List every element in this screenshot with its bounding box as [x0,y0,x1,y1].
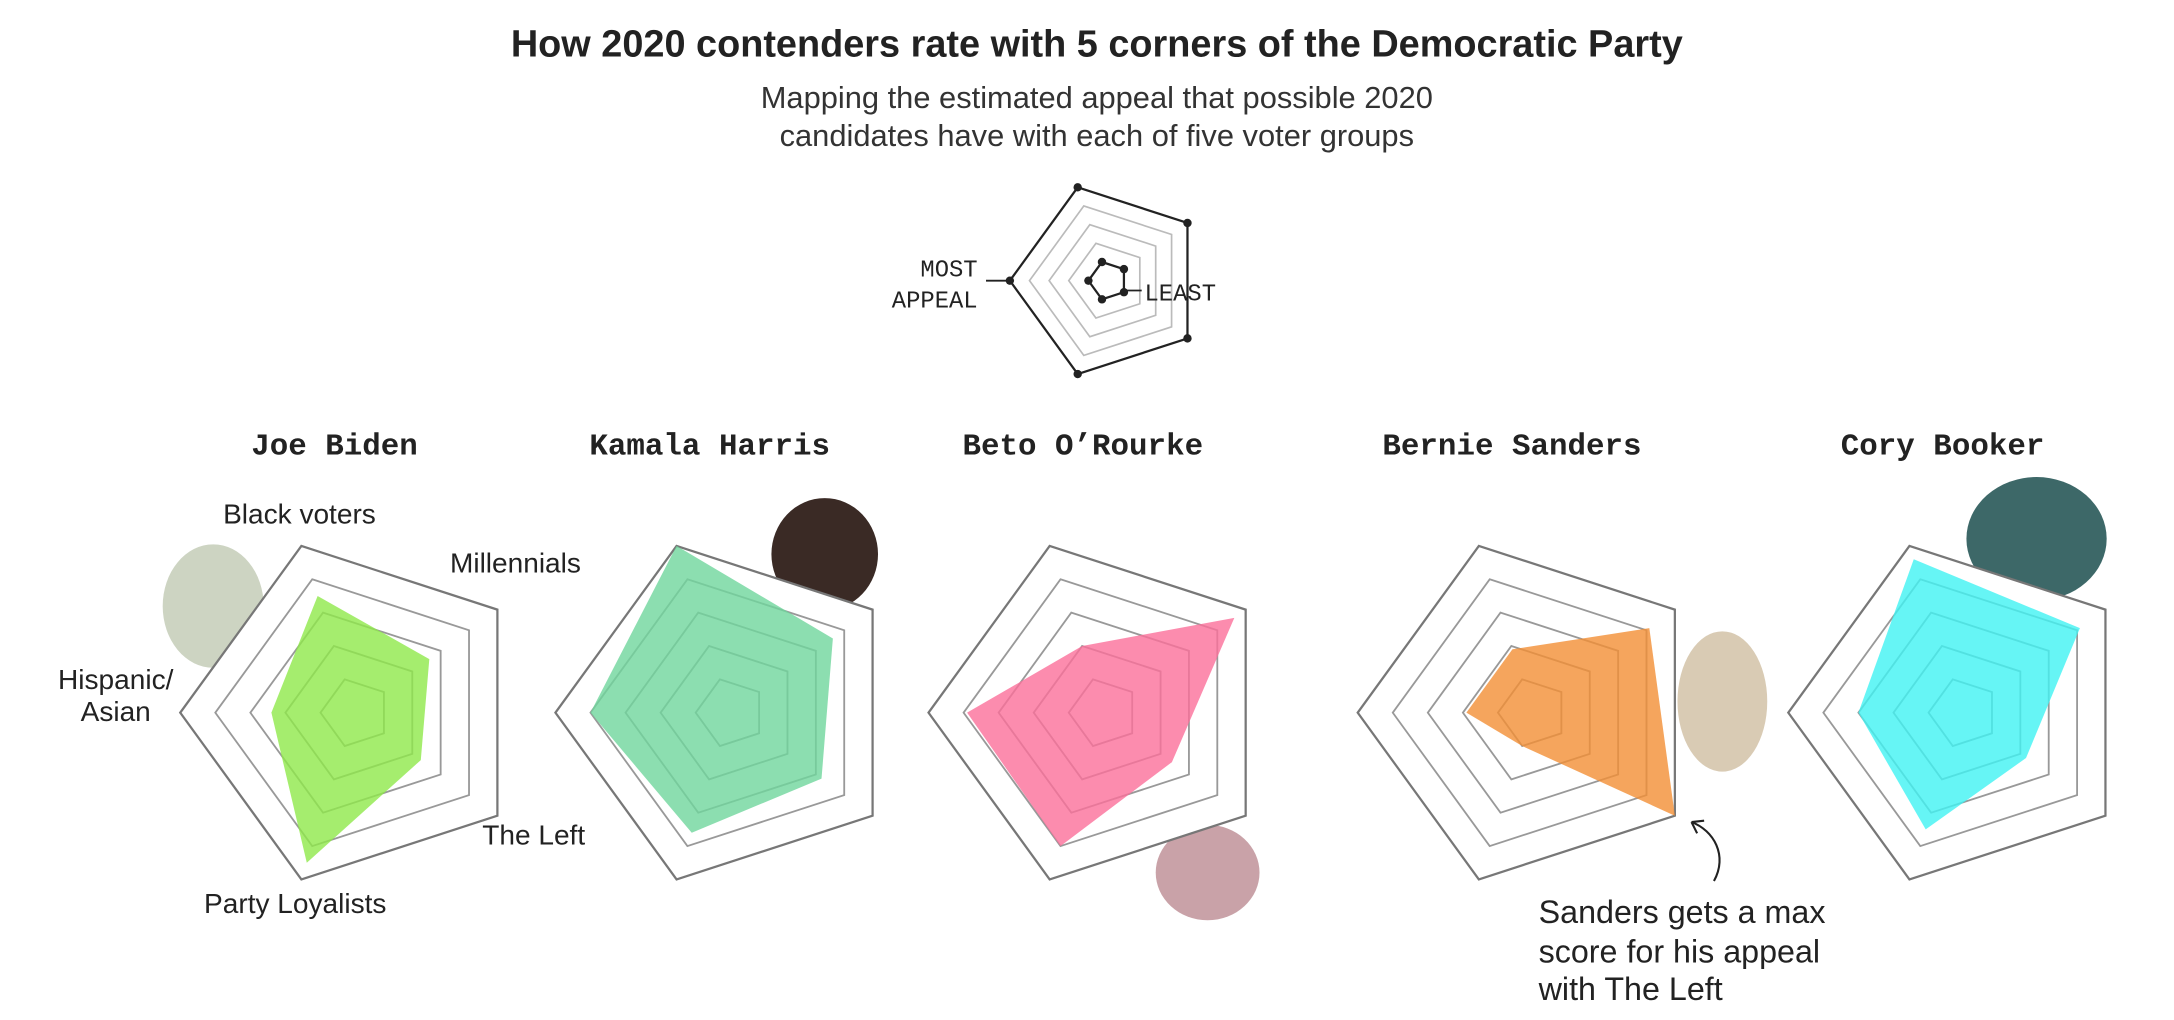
photo [1677,631,1768,772]
radar-area [1466,628,1675,816]
radar-area [271,595,430,863]
chart-name: Kamala Harris [589,430,830,465]
chart-title: How 2020 contenders rate with 5 corners … [511,23,1683,65]
radar-area [967,617,1235,847]
annotation: with The Left [1538,971,1723,1007]
legend-dot [1084,276,1093,285]
legend-label: APPEAL [892,288,978,315]
axis-label: Black voters [223,498,376,529]
legend-dot [1119,288,1129,297]
photo [771,498,879,611]
subtitle: Mapping the estimated appeal that possib… [761,80,1433,115]
legend-dot [1073,183,1082,192]
radar-area [1858,559,2080,830]
legend-dot [1097,257,1107,267]
legend-ring [1048,223,1157,338]
annotation: Sanders gets a max [1539,894,1826,930]
legend-dot [1073,369,1082,379]
axis-label: Asian [81,696,151,727]
photo [1155,824,1260,921]
photo [1966,477,2107,601]
radar-area [590,545,833,833]
grid-ring [214,578,470,848]
axis-label: The Left [482,820,585,851]
legend-ring [1067,242,1141,320]
legend-ring [1087,260,1126,301]
subtitle: candidates have with each of five voter … [780,118,1414,153]
chart-name: Joe Biden [251,430,418,465]
grid-ring [962,578,1219,848]
axis-label: Millennials [450,547,581,578]
legend-dot [1119,264,1129,274]
chart-name: Cory Booker [1841,430,2045,465]
chart-name: Bernie Sanders [1382,430,1641,465]
legend-dot [1097,295,1107,304]
chart-name: Beto O’Rourke [962,430,1203,465]
annotation-arrow [1691,821,1721,882]
grid-ring [1391,578,1648,848]
legend-label: LEAST [1145,281,1217,308]
axis-label: Party Loyalists [204,888,386,919]
legend-ring [1008,185,1189,376]
annotation-arrow [1690,819,1705,834]
legend-dot [1183,218,1192,228]
axis-label: Hispanic/ [58,664,174,695]
legend-label: MOST [920,257,977,284]
legend-ring [1028,204,1173,357]
legend-dot [1183,334,1192,343]
annotation: score for his appeal [1539,933,1820,969]
